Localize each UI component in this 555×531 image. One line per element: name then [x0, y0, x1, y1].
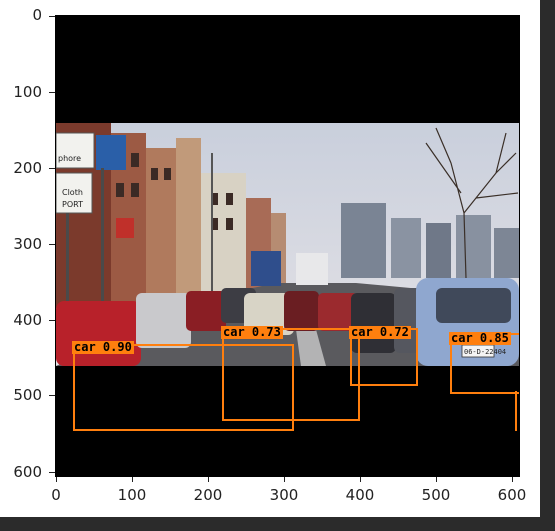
detection-label-2: car 0.73 [221, 325, 283, 339]
ytick-mark [49, 16, 56, 17]
ytick-label-300: 300 [13, 235, 42, 253]
sign-text-1: phore [58, 154, 81, 163]
xtick-label-0: 0 [51, 486, 61, 504]
detection-label-4: car 0.85 [449, 331, 511, 345]
ytick-label-600: 600 [13, 463, 42, 481]
ytick-mark [49, 395, 56, 396]
scrollbar-vertical[interactable] [540, 0, 555, 531]
street-photo: phore Cloth PORT [56, 123, 519, 366]
sign-text-2: Cloth [62, 188, 83, 197]
ytick-mark [49, 92, 56, 93]
detection-box-2 [222, 328, 360, 421]
xtick-label-200: 200 [193, 486, 223, 504]
ytick-mark [49, 244, 56, 245]
xtick-label-100: 100 [117, 486, 147, 504]
ytick-mark [49, 168, 56, 169]
detection-label-1: car 0.90 [72, 340, 134, 354]
license-plate: 06-D-22404 [464, 348, 506, 356]
ytick-label-200: 200 [13, 159, 42, 177]
detection-box-1 [73, 344, 294, 431]
xtick-label-600: 600 [497, 486, 527, 504]
xtick-mark [436, 476, 437, 482]
xtick-mark [512, 476, 513, 482]
ytick-mark [49, 472, 56, 473]
ytick-label-500: 500 [13, 386, 42, 404]
detection-box-4-edge [515, 391, 519, 431]
detection-label-3: car 0.72 [349, 325, 411, 339]
ytick-label-100: 100 [13, 83, 42, 101]
xtick-label-500: 500 [421, 486, 451, 504]
xtick-mark [132, 476, 133, 482]
xtick-mark [208, 476, 209, 482]
xtick-label-400: 400 [345, 486, 375, 504]
xtick-mark [56, 476, 57, 482]
sign-text-3: PORT [62, 200, 83, 209]
xtick-mark [284, 476, 285, 482]
tree-branches [425, 127, 519, 279]
image-axes: phore Cloth PORT [55, 15, 520, 477]
scrollbar-horizontal[interactable] [0, 517, 555, 531]
ytick-label-0: 0 [32, 6, 42, 24]
xtick-mark [360, 476, 361, 482]
ytick-mark [49, 320, 56, 321]
ytick-label-400: 400 [13, 311, 42, 329]
xtick-label-300: 300 [269, 486, 299, 504]
